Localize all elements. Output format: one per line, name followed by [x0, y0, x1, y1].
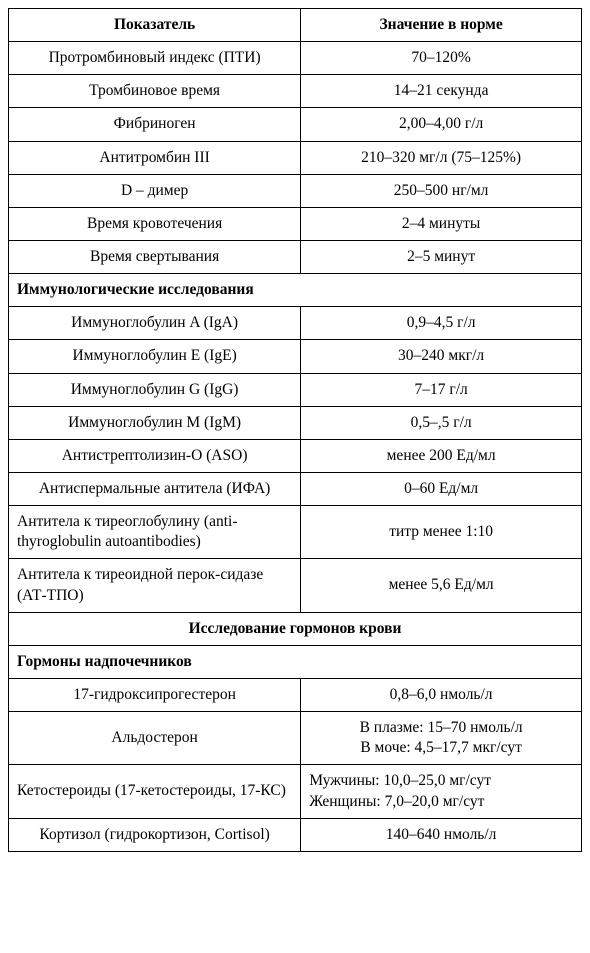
value-cell: 0,8–6,0 нмоль/л — [301, 678, 582, 711]
table-row: Гормоны надпочечников — [9, 645, 582, 678]
table-row: Кетостероиды (17-кетостероиды, 17-КС)Муж… — [9, 765, 582, 818]
param-cell: Иммуноглобулин G (IgG) — [9, 373, 301, 406]
table-row: D – димер250–500 нг/мл — [9, 174, 582, 207]
value-cell: 0,5–,5 г/л — [301, 406, 582, 439]
value-cell: 0,9–4,5 г/л — [301, 307, 582, 340]
value-cell: 140–640 нмоль/л — [301, 818, 582, 851]
param-cell: Кортизол (гидрокортизон, Cortisol) — [9, 818, 301, 851]
param-cell: D – димер — [9, 174, 301, 207]
value-cell: титр менее 1:10 — [301, 506, 582, 559]
table-row: Антистрептолизин-О (ASO)менее 200 Ед/мл — [9, 439, 582, 472]
section-header: Исследование гормонов крови — [9, 612, 582, 645]
table-row: Иммуноглобулин E (IgE)30–240 мкг/л — [9, 340, 582, 373]
value-cell: 2–4 минуты — [301, 207, 582, 240]
section-header: Гормоны надпочечников — [9, 645, 582, 678]
param-cell: Иммуноглобулин A (IgA) — [9, 307, 301, 340]
table-row: Иммуноглобулин A (IgA)0,9–4,5 г/л — [9, 307, 582, 340]
param-cell: Время свертывания — [9, 240, 301, 273]
table-row: АльдостеронВ плазме: 15–70 нмоль/лВ моче… — [9, 712, 582, 765]
value-cell: менее 5,6 Ед/мл — [301, 559, 582, 612]
param-cell: Фибриноген — [9, 108, 301, 141]
value-cell: 250–500 нг/мл — [301, 174, 582, 207]
table-row: Время свертывания2–5 минут — [9, 240, 582, 273]
param-cell: Время кровотечения — [9, 207, 301, 240]
table-row: Тромбиновое время14–21 секунда — [9, 75, 582, 108]
param-cell: Антитромбин III — [9, 141, 301, 174]
table-row: Протромбиновый индекс (ПТИ)70–120% — [9, 42, 582, 75]
value-cell: 14–21 секунда — [301, 75, 582, 108]
param-cell: Антитела к тиреоглобулину (anti-thyroglo… — [9, 506, 301, 559]
param-cell: Антиспермальные антитела (ИФА) — [9, 472, 301, 505]
param-cell: Альдостерон — [9, 712, 301, 765]
param-cell: Кетостероиды (17-кетостероиды, 17-КС) — [9, 765, 301, 818]
table-row: 17-гидроксипрогестерон0,8–6,0 нмоль/л — [9, 678, 582, 711]
table-row: Время кровотечения2–4 минуты — [9, 207, 582, 240]
table-header-row: Показатель Значение в норме — [9, 9, 582, 42]
value-cell: менее 200 Ед/мл — [301, 439, 582, 472]
param-cell: Протромбиновый индекс (ПТИ) — [9, 42, 301, 75]
table-row: Иммуноглобулин G (IgG)7–17 г/л — [9, 373, 582, 406]
header-value: Значение в норме — [301, 9, 582, 42]
value-cell: 30–240 мкг/л — [301, 340, 582, 373]
header-param: Показатель — [9, 9, 301, 42]
value-cell: 0–60 Ед/мл — [301, 472, 582, 505]
table-row: Антитромбин III210–320 мг/л (75–125%) — [9, 141, 582, 174]
value-cell: 210–320 мг/л (75–125%) — [301, 141, 582, 174]
value-cell: В плазме: 15–70 нмоль/лВ моче: 4,5–17,7 … — [301, 712, 582, 765]
table-row: Иммунологические исследования — [9, 274, 582, 307]
param-cell: Антитела к тиреоидной перок-сидазе (АТ-Т… — [9, 559, 301, 612]
table-row: Антитела к тиреоидной перок-сидазе (АТ-Т… — [9, 559, 582, 612]
value-cell: Мужчины: 10,0–25,0 мг/сутЖенщины: 7,0–20… — [301, 765, 582, 818]
table-row: Фибриноген2,00–4,00 г/л — [9, 108, 582, 141]
table-row: Исследование гормонов крови — [9, 612, 582, 645]
value-cell: 2–5 минут — [301, 240, 582, 273]
table-body: Протромбиновый индекс (ПТИ)70–120%Тромби… — [9, 42, 582, 852]
reference-values-table: Показатель Значение в норме Протромбинов… — [8, 8, 582, 852]
table-row: Антиспермальные антитела (ИФА)0–60 Ед/мл — [9, 472, 582, 505]
param-cell: 17-гидроксипрогестерон — [9, 678, 301, 711]
value-cell: 70–120% — [301, 42, 582, 75]
value-cell: 7–17 г/л — [301, 373, 582, 406]
param-cell: Иммуноглобулин M (IgM) — [9, 406, 301, 439]
param-cell: Антистрептолизин-О (ASO) — [9, 439, 301, 472]
param-cell: Иммуноглобулин E (IgE) — [9, 340, 301, 373]
param-cell: Тромбиновое время — [9, 75, 301, 108]
table-row: Кортизол (гидрокортизон, Cortisol)140–64… — [9, 818, 582, 851]
table-row: Антитела к тиреоглобулину (anti-thyroglo… — [9, 506, 582, 559]
value-cell: 2,00–4,00 г/л — [301, 108, 582, 141]
section-header: Иммунологические исследования — [9, 274, 582, 307]
table-row: Иммуноглобулин M (IgM)0,5–,5 г/л — [9, 406, 582, 439]
